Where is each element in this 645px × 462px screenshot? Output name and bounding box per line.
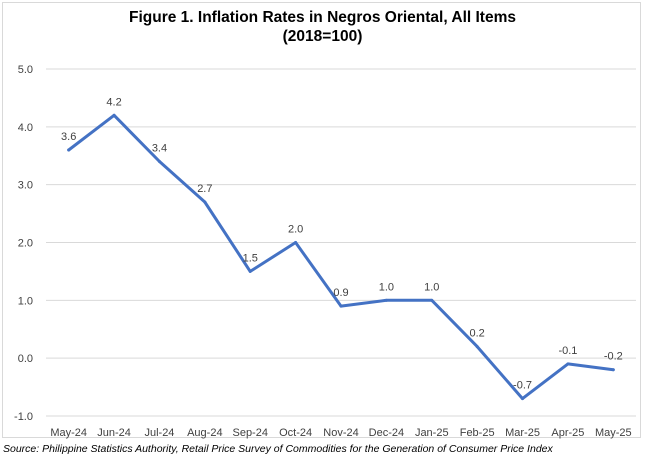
data-point <box>294 241 298 244</box>
series-line <box>67 113 615 401</box>
data-point <box>475 345 479 349</box>
data-point <box>384 298 388 302</box>
y-tick-label: 1.0 <box>18 295 33 307</box>
data-label: 3.6 <box>61 131 76 143</box>
data-label: 3.4 <box>152 143 167 155</box>
chart-frame <box>2 2 641 438</box>
x-tick-label: Feb-25 <box>460 427 495 439</box>
y-tick-label: -1.0 <box>14 411 33 423</box>
data-point <box>566 362 570 366</box>
data-label: 0.9 <box>333 287 348 299</box>
data-point <box>112 113 116 117</box>
data-label: 0.2 <box>470 328 485 340</box>
x-tick-label: Dec-24 <box>369 427 404 439</box>
x-tick-label: Sep-24 <box>232 427 267 439</box>
x-tick-label: May-25 <box>595 427 632 439</box>
x-tick-label: Oct-24 <box>279 427 312 439</box>
data-label: 1.0 <box>379 281 394 293</box>
data-label: 1.0 <box>424 281 439 293</box>
data-point <box>430 298 434 302</box>
data-label: 2.0 <box>288 224 303 236</box>
data-point <box>248 269 252 273</box>
x-tick-label: Jun-24 <box>97 427 131 439</box>
chart-title: Figure 1. Inflation Rates in Negros Orie… <box>128 9 516 26</box>
data-point <box>203 200 207 204</box>
data-label: 1.5 <box>243 252 258 264</box>
line-chart: -1.0 0.0 1.0 2.0 3.0 4.0 5.0 May-24 Jun-24 Jul-24… <box>14 64 636 439</box>
x-tick-label: Nov-24 <box>323 427 358 439</box>
data-point <box>611 368 615 372</box>
data-label: -0.2 <box>604 351 623 363</box>
y-tick-label: 2.0 <box>18 238 33 250</box>
x-tick-label: May-24 <box>50 427 87 439</box>
data-point <box>521 397 525 401</box>
data-point <box>339 304 343 308</box>
x-tick-label: Jul-24 <box>144 427 174 439</box>
data-label: -0.7 <box>513 380 532 392</box>
y-tick-label: 4.0 <box>18 122 33 134</box>
data-point <box>67 148 71 152</box>
x-tick-label: Apr-25 <box>551 427 584 439</box>
source-note: Source: Philippine Statistics Authority,… <box>3 443 553 455</box>
chart-subtitle: (2018=100) <box>282 28 363 45</box>
data-point <box>157 160 161 164</box>
data-label: -0.1 <box>558 345 577 357</box>
data-label: 2.7 <box>197 183 212 195</box>
x-tick-label: Mar-25 <box>505 427 540 439</box>
y-tick-label: 5.0 <box>18 64 33 76</box>
x-tick-label: Aug-24 <box>187 427 222 439</box>
x-tick-label: Jan-25 <box>415 427 449 439</box>
data-label: 4.2 <box>106 96 121 108</box>
y-tick-label: 3.0 <box>18 180 33 192</box>
y-tick-label: 0.0 <box>18 353 33 365</box>
